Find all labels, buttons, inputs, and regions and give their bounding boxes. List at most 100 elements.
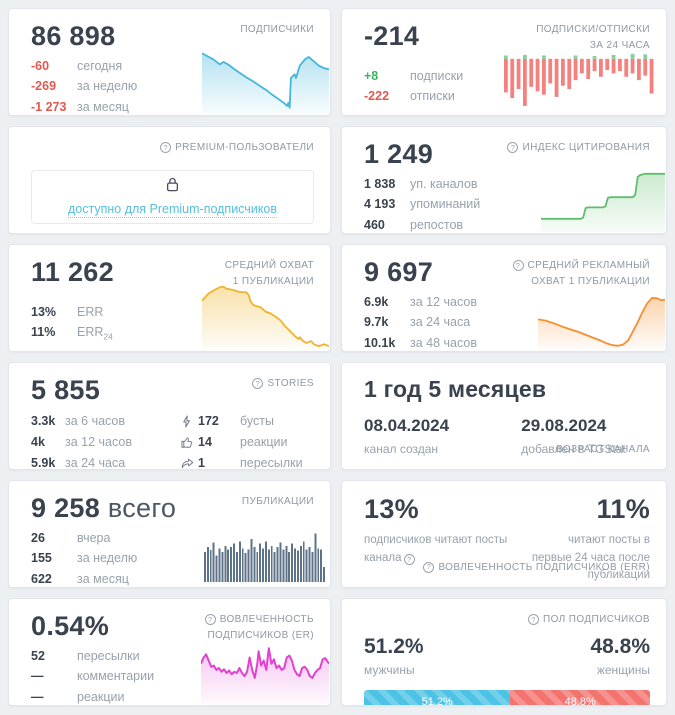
citation-index-value: 1 249 <box>364 139 434 169</box>
err-total-block: 13% подписчиков читают посты канала <box>364 494 524 585</box>
stat-label: за 12 часов <box>410 294 477 309</box>
card-channel-age: 1 год 5 месяцев 08.04.2024 канал создан … <box>341 362 667 470</box>
premium-locked-box: доступно для Premium-подписчиков <box>31 170 314 224</box>
stat-label: за 6 часов <box>65 413 126 428</box>
card-publications: 9 258 всего ПУБЛИКАЦИИ 26 вчера 155 за н… <box>8 480 331 588</box>
stat-label: пересылки <box>240 455 303 470</box>
stat-value: — <box>31 689 44 704</box>
card-title-text: PREMIUM-ПОЛЬЗОВАТЕЛИ <box>175 142 314 153</box>
premium-upgrade-link[interactable]: доступно для Premium-подписчиков <box>67 202 277 218</box>
stat-row: 3.3k за 6 часов <box>31 414 181 429</box>
stat-value: -269 <box>31 79 57 94</box>
help-icon[interactable] <box>512 260 524 272</box>
card-title-text: ОХВАТ 1 ПУБЛИКАЦИИ <box>531 275 650 287</box>
stat-row: 11% ERR24 <box>31 325 314 342</box>
err-24h-block: 11% читают посты в первые 24 часа после … <box>528 494 650 585</box>
stat-row: 1 пересылки <box>181 455 303 470</box>
stat-value: 622 <box>31 571 52 586</box>
stat-row: 5.9k за 24 часа <box>31 456 181 469</box>
er-stats: 52 пересылки — комментарии — реакции <box>31 648 314 705</box>
stat-label: за неделю <box>77 551 138 566</box>
subs-unsubs-card-title: ПОДПИСКИ/ОТПИСКИ ЗА 24 ЧАСА <box>536 22 650 53</box>
card-title-text: ВОЗРАСТ КАНАЛА <box>556 443 650 455</box>
stat-label: комментарии <box>77 669 155 684</box>
help-icon[interactable] <box>528 614 539 626</box>
stat-value: 6.9k <box>364 294 389 309</box>
stat-row: 10.1k за 48 часов <box>364 335 650 351</box>
stat-label: сегодня <box>77 58 123 73</box>
stat-row: -269 за неделю <box>31 79 314 95</box>
er-value: 0.54% <box>31 611 110 641</box>
channel-age-value: 1 год 5 месяцев <box>364 376 547 402</box>
stat-row: 4 193 упоминаний <box>364 197 650 213</box>
channel-age-card-title: ВОЗРАСТ КАНАЛА <box>556 442 650 458</box>
stat-row: — реакции <box>31 689 314 705</box>
stat-row: 155 за неделю <box>31 551 314 567</box>
stat-row: 1 838 уп. каналов <box>364 177 650 193</box>
citation-stats: 1 838 уп. каналов 4 193 упоминаний 460 р… <box>364 177 650 233</box>
stat-value: 460 <box>364 217 385 232</box>
stories-card-title: STORIES <box>252 376 314 392</box>
stat-value: 1 838 <box>364 176 396 191</box>
help-icon[interactable] <box>403 553 415 565</box>
channel-created-date: 08.04.2024 <box>364 416 450 435</box>
average-reach-value: 11 262 <box>31 257 114 287</box>
stat-row: — комментарии <box>31 669 314 685</box>
stat-value: 172 <box>198 413 219 428</box>
publications-value: 9 258 всего <box>31 493 177 523</box>
thumbs-up-icon <box>181 436 198 448</box>
stat-row: 6.9k за 12 часов <box>364 295 650 311</box>
err-24h-label: читают посты в первые 24 часа после публ… <box>531 533 650 582</box>
card-title-text: ИНДЕКС ЦИТИРОВАНИЯ <box>522 142 650 153</box>
channel-added-block: 29.08.2024 добавлен в TGStat <box>521 416 650 456</box>
stat-label: отписки <box>410 89 455 104</box>
stat-value: 26 <box>31 530 45 545</box>
gender-male-block: 51.2% мужчины <box>364 635 424 677</box>
help-icon[interactable] <box>423 561 435 573</box>
card-title-text: ВОВЛЕЧЕННОСТЬ <box>219 614 314 625</box>
gender-male-value: 51.2% <box>364 635 424 658</box>
publications-card-title: ПУБЛИКАЦИИ <box>242 494 314 510</box>
stat-row: -222 отписки <box>364 89 650 105</box>
help-icon[interactable] <box>507 142 519 154</box>
gender-card-title: ПОЛ ПОДПИСЧИКОВ <box>528 612 650 628</box>
publications-stats: 26 вчера 155 за неделю 622 за месяц <box>31 530 314 587</box>
stat-label: за 12 часов <box>65 434 132 449</box>
gender-female-value: 48.8% <box>590 635 650 658</box>
stat-label: за 24 часа <box>410 315 471 330</box>
stat-value: -1 273 <box>31 99 67 114</box>
err-total-value: 13% <box>364 494 419 524</box>
premium-card-title: PREMIUM-ПОЛЬЗОВАТЕЛИ <box>160 140 314 156</box>
stat-label: за неделю <box>77 79 138 94</box>
channel-added-label: добавлен в TGStat <box>521 442 626 456</box>
stat-row: 460 репостов <box>364 217 650 233</box>
err-total-label: подписчиков читают посты канала <box>364 532 524 568</box>
stat-row: -1 273 за месяц <box>31 99 314 115</box>
card-title-text: 1 ПУБЛИКАЦИИ <box>232 275 314 287</box>
stat-row: 4k за 12 часов <box>31 435 181 450</box>
card-title-text: ПОДПИСКИ/ОТПИСКИ <box>536 24 650 35</box>
stat-row: -60 сегодня <box>31 59 314 75</box>
card-title-text: ПУБЛИКАЦИИ <box>241 496 314 507</box>
stat-value: 52 <box>31 648 45 663</box>
channel-created-label: канал создан <box>364 442 439 456</box>
er-card-title: ВОВЛЕЧЕННОСТЬ ПОДПИСЧИКОВ (ER) <box>204 612 314 643</box>
stat-label: за месяц <box>77 571 129 586</box>
stat-value: 4k <box>31 434 45 449</box>
card-ad-reach: 9 697 СРЕДНИЙ РЕКЛАМНЫЙ ОХВАТ 1 ПУБЛИКАЦ… <box>341 244 667 352</box>
card-title-text: ПОДПИСЧИКОВ (ER) <box>207 629 314 641</box>
stat-row: 14 реакции <box>181 435 303 450</box>
stories-engagement-column: 172 бусты 14 реакции 1 пересылки <box>181 413 303 470</box>
help-icon[interactable] <box>204 614 216 626</box>
gender-male-label: мужчины <box>364 663 415 677</box>
card-title-text: СРЕДНИЙ ОХВАТ <box>224 260 314 271</box>
stat-value: 14 <box>198 434 212 449</box>
stat-label: за 48 часов <box>410 335 477 350</box>
stat-label: уп. каналов <box>410 176 478 191</box>
card-premium-users: PREMIUM-ПОЛЬЗОВАТЕЛИ доступно для Premiu… <box>8 126 331 234</box>
card-title-text: ВОВЛЕЧЕННОСТЬ ПОДПИСЧИКОВ (ERR) <box>438 561 650 573</box>
help-icon[interactable] <box>160 142 172 154</box>
help-icon[interactable] <box>252 378 264 390</box>
card-title-text: ПОЛ ПОДПИСЧИКОВ <box>543 614 650 625</box>
subs-unsubs-stats: +8 подписки -222 отписки <box>364 69 650 105</box>
